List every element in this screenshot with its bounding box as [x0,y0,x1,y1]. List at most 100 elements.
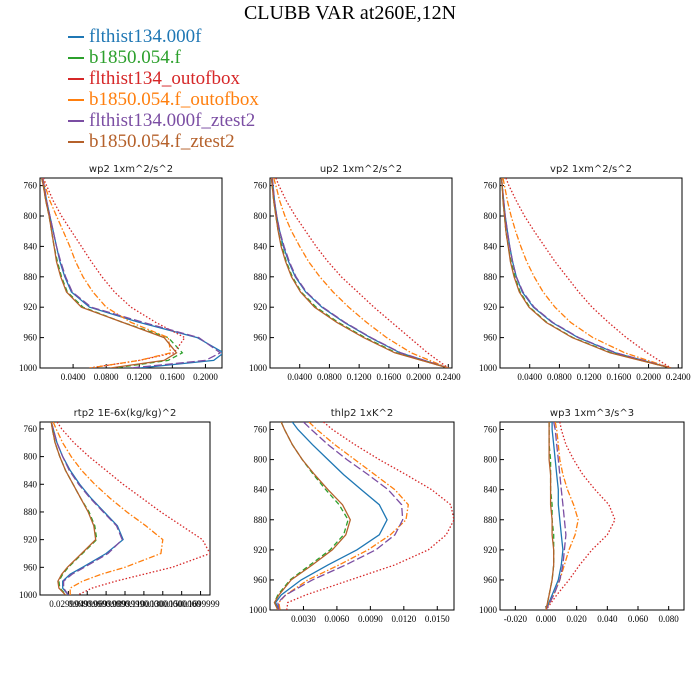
series-line [277,422,404,610]
y-tick-label: 800 [254,211,268,221]
series-line [545,422,616,610]
chart-panel: wp2 1xm^2/s^2 760 800 840 880 920 960 1000 0.040… [19,164,223,382]
y-tick-label: 880 [254,515,268,525]
chart-panel: up2 1xm^2/s^2 760 800 840 880 920 960 1000 0.040… [249,164,461,382]
x-tick-label: 0.0899999 [106,599,145,609]
x-tick-label: 0.0400 [517,372,542,382]
y-tick-label: 960 [484,333,498,343]
y-tick-label: 920 [24,302,38,312]
x-tick-label: 0.0499999 [68,599,107,609]
y-tick-label: 960 [484,575,498,585]
series-line [41,178,184,368]
plot-frame [499,421,685,611]
y-tick-label: 760 [484,425,498,435]
series-line [50,422,123,595]
chart-title: rtp2 1E-6x(kg/kg)^2 [74,408,177,419]
chart-title: wp2 1xm^2/s^2 [89,164,173,175]
series-line [42,178,186,368]
series-line [278,422,409,610]
y-tick-label: 760 [24,181,38,191]
legend-label: flthist134.000f [89,25,202,47]
x-tick-label: 0.0090 [358,614,383,624]
x-tick-label: 0.020 [567,614,588,624]
y-tick-label: 920 [484,545,498,555]
y-tick-label: 920 [24,535,38,545]
y-tick-label: 840 [484,241,498,251]
chart-title: up2 1xm^2/s^2 [320,164,402,175]
y-tick-label: 760 [254,181,268,191]
x-tick-label: 0.0699999 [87,599,126,609]
y-tick-label: 920 [484,302,498,312]
x-tick-label: 0.0400 [287,372,312,382]
legend-label: b1850.054.f [89,46,181,68]
y-tick-label: 800 [24,211,38,221]
series-line [271,178,449,368]
x-tick-label: 0.1600 [376,372,401,382]
chart-panel: rtp2 1E-6x(kg/kg)^2 760 800 840 880 920 960 100… [19,408,220,609]
series-line [545,422,564,610]
series-line [50,422,97,595]
y-tick-label: 920 [254,545,268,555]
legend-item: b1850.054.f [68,47,259,68]
chart-title: wp3 1xm^3/s^3 [550,408,634,419]
series-line [41,178,172,368]
y-tick-label: 880 [484,272,498,282]
y-tick-label: 800 [254,455,268,465]
y-tick-label: 880 [484,515,498,525]
x-tick-label: 0.0800 [317,372,342,382]
x-tick-label: 0.2000 [193,372,218,382]
legend-item: flthist134.000f [68,26,259,47]
chart-title: thlp2 1xK^2 [331,408,394,419]
series-line [500,178,672,368]
series-line [545,422,555,610]
y-tick-label: 880 [24,272,38,282]
legend-label: b1850.054.f_outofbox [89,88,259,110]
legend-item: b1850.054.f_ztest2 [68,131,259,152]
series-line [286,422,454,610]
legend-label: flthist134_outofbox [89,67,240,89]
plot-frame [269,421,455,611]
legend-swatch [68,35,84,38]
series-line [270,178,449,368]
series-line [545,422,555,610]
x-tick-label: 0.0299999 [49,599,88,609]
y-tick-label: 800 [484,455,498,465]
x-tick-label: 0.1300000 [144,599,183,609]
y-tick-label: 840 [254,485,268,495]
y-tick-label: 760 [24,424,38,434]
series-line [502,178,672,368]
legend-swatch [68,56,84,59]
x-tick-label: 0.040 [597,614,618,624]
series-line [270,178,449,368]
x-tick-label: 0.2400 [666,372,691,382]
series-line [273,422,351,610]
x-tick-label: 0.1699999 [181,599,220,609]
series-line [500,178,672,368]
y-tick-label: 800 [484,211,498,221]
y-tick-label: 1000 [249,363,268,373]
x-tick-label: 0.1200 [347,372,372,382]
series-line [41,178,178,368]
page-title: CLUBB VAR at260E,12N [243,2,457,24]
y-tick-label: 960 [254,333,268,343]
legend-label: flthist134.000f_ztest2 [89,109,256,131]
series-line [52,422,164,595]
y-tick-label: 760 [254,425,268,435]
y-tick-label: 1000 [479,605,498,615]
x-tick-label: 0.080 [659,614,680,624]
legend-label: b1850.054.f_ztest2 [89,130,235,152]
x-tick-label: 0.1500000 [163,599,202,609]
legend-item: b1850.054.f_outofbox [68,89,259,110]
x-tick-label: 0.0120 [391,614,416,624]
y-tick-label: 840 [484,485,498,495]
y-tick-label: 960 [24,333,38,343]
legend-swatch [68,119,84,122]
legend-item: flthist134_outofbox [68,68,259,89]
series-line [273,422,349,610]
y-tick-label: 960 [254,575,268,585]
x-tick-label: 0.2400 [436,372,461,382]
series-line [41,178,222,368]
chart-panel: thlp2 1xK^2 760 800 840 880 920 960 1000 0.0030 0… [249,408,455,624]
series-line [545,422,567,610]
x-tick-label: 0.1100000 [125,599,163,609]
